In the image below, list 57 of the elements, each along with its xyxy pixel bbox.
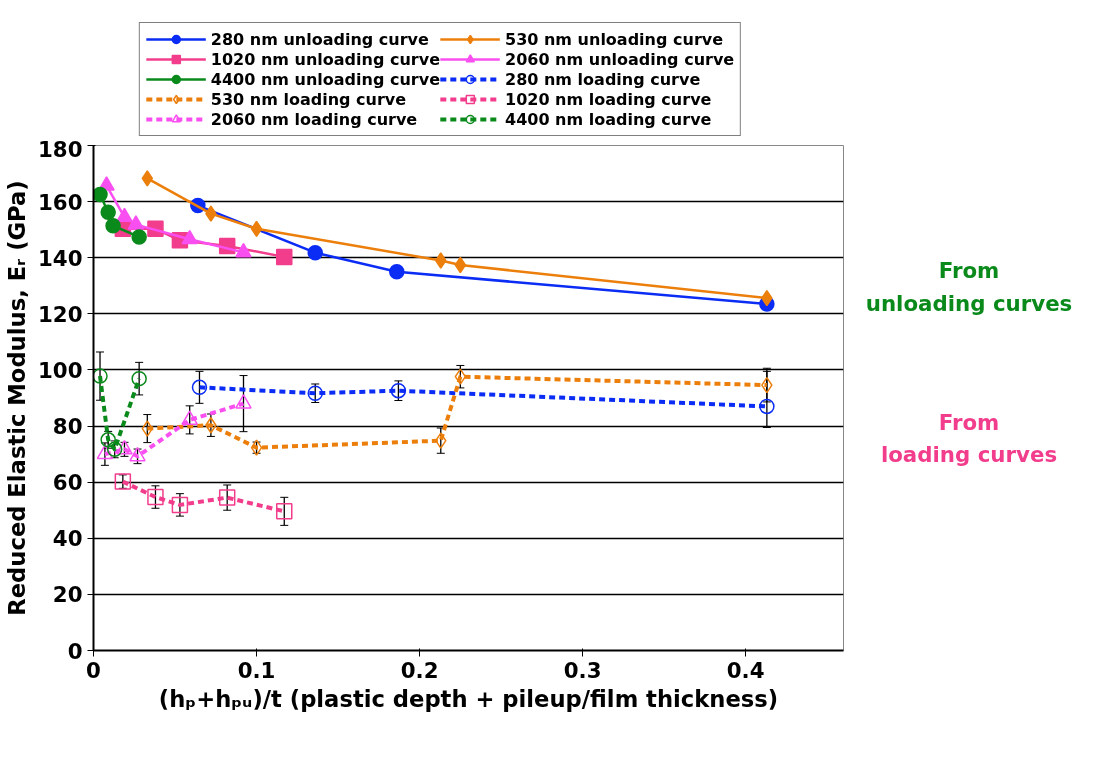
- y-tick-label: 100: [37, 357, 83, 383]
- legend-label: 280 nm loading curve: [505, 69, 701, 89]
- legend-label: 2060 nm loading curve: [210, 109, 418, 129]
- point: [759, 398, 775, 415]
- text: From loading curves: [880, 409, 1058, 468]
- x-axis-title: (hₚ+hₚᵤ)/t (plastic depth + pileup/film thickness): [158, 685, 779, 712]
- point: [191, 379, 208, 396]
- point: [131, 229, 147, 245]
- legend-label: 280 nm unloading curve: [210, 29, 429, 49]
- legend-label: 4400 nm loading curve: [505, 109, 712, 129]
- point: [250, 220, 263, 238]
- x-tick-label: 0: [86, 657, 101, 683]
- y-tick-label: 140: [37, 245, 83, 271]
- point: [100, 204, 116, 221]
- point: [307, 244, 323, 261]
- y-tick-label: 20: [52, 582, 83, 608]
- point: [147, 488, 164, 506]
- point: [235, 394, 252, 409]
- legend-label: 530 nm unloading curve: [505, 29, 724, 49]
- y-tick-label: 180: [37, 136, 83, 162]
- y-tick-label: 0: [67, 638, 83, 664]
- point: [114, 473, 132, 490]
- legend-label: 2060 nm unloading curve: [505, 49, 735, 69]
- point: [93, 186, 108, 203]
- y-tick-label: 160: [37, 189, 83, 215]
- point: [390, 382, 407, 399]
- point: [389, 264, 405, 280]
- x-tick-label: 0.2: [400, 657, 439, 683]
- point: [171, 496, 189, 514]
- point: [131, 370, 147, 387]
- point: [276, 248, 293, 266]
- point: [205, 205, 217, 222]
- x-tick-label: 0.3: [563, 657, 602, 683]
- point: [276, 503, 293, 520]
- legend-label: 4400 nm unloading curve: [210, 69, 440, 89]
- point: [435, 432, 447, 449]
- x-tick-label: 0.4: [726, 657, 765, 683]
- point: [106, 441, 123, 458]
- y-tick-label: 60: [52, 470, 83, 496]
- y-tick-label: 80: [52, 414, 83, 440]
- y-tick-label: 120: [37, 301, 83, 327]
- point: [435, 252, 447, 269]
- x-tick-label: 0.1: [237, 657, 276, 683]
- point: [218, 489, 236, 506]
- point: [96, 444, 114, 460]
- legend-label: 1020 nm unloading curve: [210, 49, 440, 69]
- y-axis-title: Reduced Elastic Modulus, Eᵣ (GPa): [3, 180, 30, 616]
- point: [93, 368, 108, 384]
- legend-label: 530 nm loading curve: [210, 89, 407, 109]
- point: [141, 420, 154, 437]
- point: [454, 256, 467, 274]
- point: [105, 218, 121, 234]
- point: [454, 368, 467, 385]
- text: From unloading curves: [865, 258, 1073, 316]
- legend-label: 1020 nm loading curve: [505, 89, 712, 109]
- y-tick-label: 40: [52, 526, 83, 552]
- point: [141, 170, 154, 187]
